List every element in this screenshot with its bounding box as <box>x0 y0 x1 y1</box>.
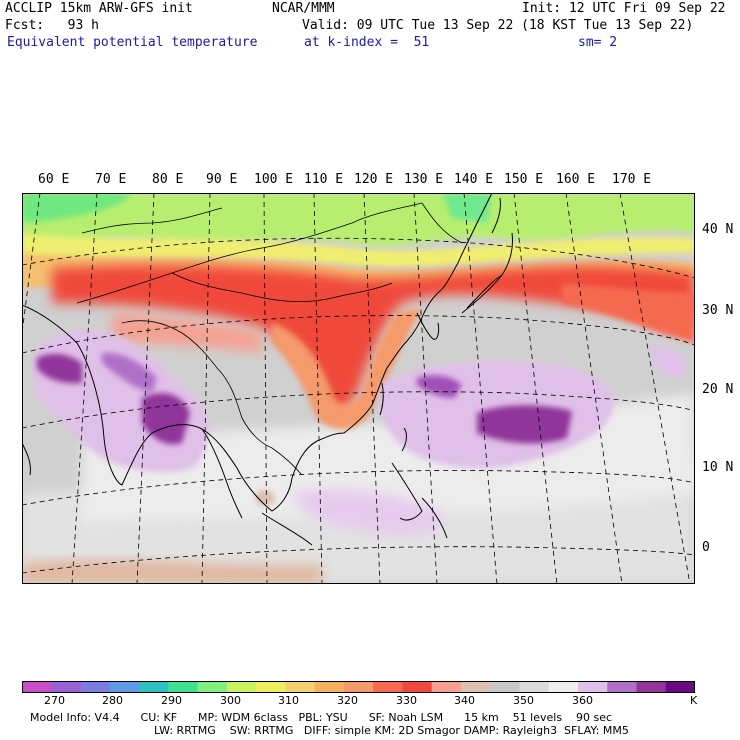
colorbar-tick-label: 340 <box>454 694 475 707</box>
lon-label: 60 E <box>38 172 70 187</box>
colorbar-unit: K <box>690 694 698 707</box>
lon-label: 170 E <box>612 172 652 187</box>
colorbar-swatch <box>402 681 433 693</box>
colorbar-swatch <box>577 681 608 693</box>
colorbar-swatch <box>226 681 257 693</box>
colorbar-swatch <box>373 681 403 693</box>
colorbar-swatch <box>490 681 520 693</box>
colorbar-swatch <box>314 681 345 693</box>
lat-label: 30 N <box>702 303 734 318</box>
field-shading <box>22 193 695 584</box>
colorbar-swatch <box>431 681 462 693</box>
colorbar-tick-label: 320 <box>337 694 358 707</box>
lon-label: 100 E <box>254 172 294 187</box>
header-valid-time: Valid: 09 UTC Tue 13 Sep 22 (18 KST Tue … <box>302 18 694 33</box>
field-smoothing: sm= 2 <box>578 35 618 50</box>
colorbar-tick-label: 310 <box>278 694 299 707</box>
colorbar-swatch <box>80 681 111 693</box>
colorbar-swatch <box>168 681 199 693</box>
field-level: at k-index = 51 <box>304 35 430 50</box>
colorbar-tick-label: 290 <box>161 694 182 707</box>
colorbar-swatch <box>109 681 140 693</box>
theta-e-map <box>22 193 695 584</box>
colorbar-tick-label: 360 <box>572 694 593 707</box>
colorbar-swatch <box>285 681 316 693</box>
header-init-time: Init: 12 UTC Fri 09 Sep 22 <box>522 1 726 16</box>
lon-label: 140 E <box>454 172 494 187</box>
colorbar-swatch <box>51 681 82 693</box>
lon-label: 70 E <box>95 172 127 187</box>
colorbar <box>22 681 695 693</box>
colorbar-swatch <box>197 681 228 693</box>
lon-label: 80 E <box>152 172 184 187</box>
lat-label: 10 N <box>702 460 734 475</box>
lon-label: 110 E <box>304 172 344 187</box>
lon-label: 160 E <box>556 172 596 187</box>
colorbar-swatch <box>665 681 695 693</box>
colorbar-tick-label: 300 <box>220 694 241 707</box>
header-forecast-hour: Fcst: 93 h <box>5 18 99 33</box>
header-source: NCAR/MMM <box>272 1 335 16</box>
lon-label: 90 E <box>206 172 238 187</box>
lon-label: 120 E <box>354 172 394 187</box>
colorbar-tick-label: 280 <box>102 694 123 707</box>
lat-label: 40 N <box>702 222 734 237</box>
model-info-line1: Model Info: V4.4 CU: KF MP: WDM 6class P… <box>30 711 613 724</box>
lat-label: 20 N <box>702 382 734 397</box>
coastlines <box>22 193 513 546</box>
colorbar-tick-label: 350 <box>513 694 534 707</box>
lat-label: 0 <box>702 540 710 555</box>
lon-label: 150 E <box>504 172 544 187</box>
colorbar-swatch <box>460 681 491 693</box>
colorbar-swatch <box>256 681 286 693</box>
colorbar-tick-label: 330 <box>396 694 417 707</box>
colorbar-swatch <box>139 681 169 693</box>
colorbar-swatch <box>519 681 550 693</box>
graticule <box>22 193 695 584</box>
colorbar-swatch <box>636 681 667 693</box>
country-borders <box>76 202 463 476</box>
colorbar-swatch <box>343 681 374 693</box>
model-info-line2: LW: RRTMG SW: RRTMG DIFF: simple KM: 2D … <box>154 724 629 737</box>
colorbar-swatch <box>548 681 579 693</box>
field-name: Equivalent potential temperature <box>7 35 258 50</box>
header-title: ACCLIP 15km ARW-GFS init <box>5 1 193 16</box>
colorbar-tick-label: 270 <box>44 694 65 707</box>
colorbar-swatch <box>607 681 637 693</box>
colorbar-swatch <box>22 681 52 693</box>
lon-label: 130 E <box>404 172 444 187</box>
